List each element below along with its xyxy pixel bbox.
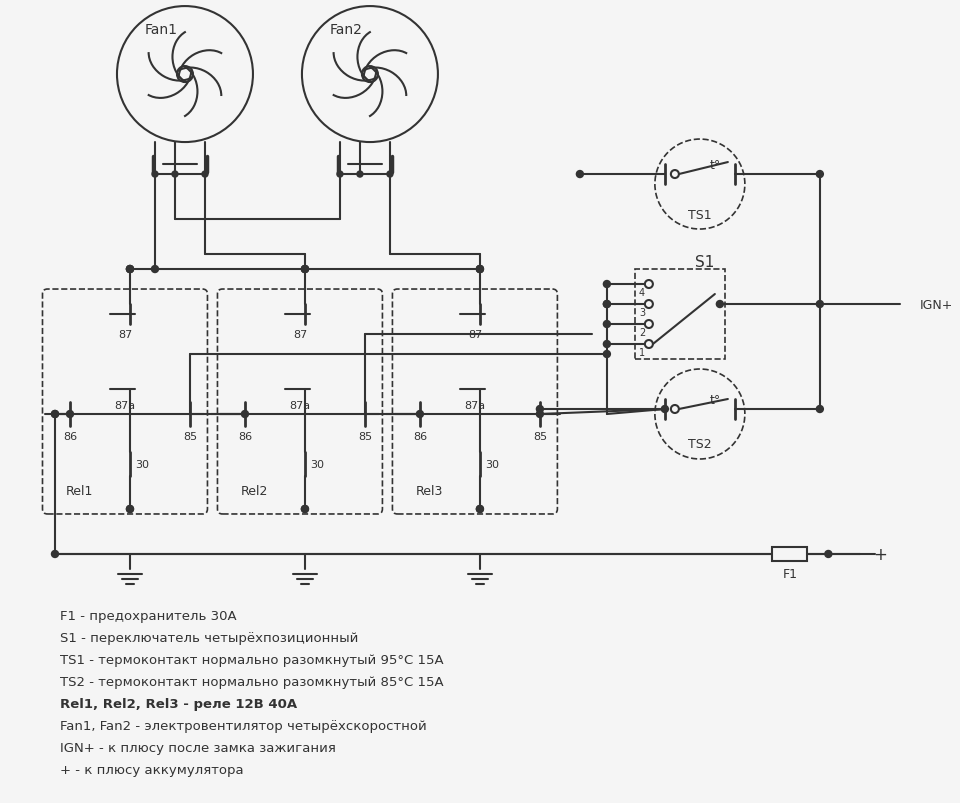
Circle shape	[301, 506, 308, 513]
Circle shape	[387, 172, 393, 177]
Text: 2: 2	[638, 328, 645, 337]
Text: 86: 86	[413, 431, 427, 442]
Text: 86: 86	[238, 431, 252, 442]
Text: 87: 87	[293, 329, 307, 340]
Text: Fan1: Fan1	[145, 23, 178, 37]
Text: IGN+: IGN+	[920, 298, 953, 311]
Text: 87a: 87a	[289, 401, 310, 410]
Circle shape	[604, 341, 611, 348]
Text: t°: t°	[709, 158, 721, 171]
Text: Rel2: Rel2	[240, 485, 268, 498]
Circle shape	[476, 266, 484, 273]
Circle shape	[661, 406, 668, 413]
Circle shape	[576, 171, 584, 178]
Circle shape	[825, 551, 832, 558]
Circle shape	[816, 301, 824, 308]
Circle shape	[172, 172, 178, 177]
Circle shape	[301, 266, 308, 273]
Circle shape	[242, 411, 249, 418]
Circle shape	[645, 320, 653, 328]
Circle shape	[645, 281, 653, 288]
Text: 3: 3	[638, 308, 645, 318]
Text: + - к плюсу аккумулятора: + - к плюсу аккумулятора	[60, 763, 244, 776]
Text: 87: 87	[468, 329, 482, 340]
Text: F1: F1	[782, 568, 798, 581]
Circle shape	[537, 411, 543, 418]
Circle shape	[337, 172, 343, 177]
Text: 85: 85	[358, 431, 372, 442]
Text: IGN+ - к плюсу после замка зажигания: IGN+ - к плюсу после замка зажигания	[60, 741, 336, 754]
Text: 87a: 87a	[465, 401, 486, 410]
Text: 4: 4	[638, 287, 645, 298]
Text: S1: S1	[695, 255, 714, 269]
Text: TS2 - термоконтакт нормально разомкнутый 85°C 15A: TS2 - термоконтакт нормально разомкнутый…	[60, 675, 444, 688]
Circle shape	[301, 266, 308, 273]
Circle shape	[127, 266, 133, 273]
Circle shape	[66, 411, 74, 418]
Circle shape	[52, 411, 59, 418]
Text: 30: 30	[485, 459, 499, 470]
Text: Fan1, Fan2 - электровентилятор четырёхскоростной: Fan1, Fan2 - электровентилятор четырёхск…	[60, 719, 427, 732]
Text: 30: 30	[135, 459, 149, 470]
Circle shape	[816, 171, 824, 178]
Circle shape	[202, 172, 208, 177]
Text: 85: 85	[533, 431, 547, 442]
Circle shape	[152, 172, 158, 177]
Circle shape	[417, 411, 423, 418]
Circle shape	[476, 506, 484, 513]
Circle shape	[127, 506, 133, 513]
Text: Rel1, Rel2, Rel3 - реле 12В 40A: Rel1, Rel2, Rel3 - реле 12В 40A	[60, 697, 297, 710]
Circle shape	[604, 301, 611, 308]
Circle shape	[671, 406, 679, 414]
Text: Rel3: Rel3	[416, 485, 443, 498]
Circle shape	[604, 301, 611, 308]
Text: 30: 30	[310, 459, 324, 470]
Text: 1: 1	[638, 348, 645, 357]
Text: TS1 - термоконтакт нормально разомкнутый 95°C 15A: TS1 - термоконтакт нормально разомкнутый…	[60, 653, 444, 666]
Text: Rel1: Rel1	[65, 485, 93, 498]
Circle shape	[604, 351, 611, 358]
Circle shape	[476, 266, 484, 273]
Circle shape	[476, 266, 484, 273]
Text: TS1: TS1	[688, 208, 711, 222]
Text: 86: 86	[63, 431, 77, 442]
Circle shape	[537, 406, 543, 413]
Circle shape	[127, 266, 133, 273]
Circle shape	[301, 506, 308, 513]
Text: Fan2: Fan2	[330, 23, 363, 37]
Text: S1 - переключатель четырёхпозиционный: S1 - переключатель четырёхпозиционный	[60, 631, 358, 644]
Circle shape	[127, 266, 133, 273]
Text: t°: t°	[709, 393, 721, 406]
Circle shape	[152, 266, 158, 273]
Text: TS2: TS2	[688, 438, 711, 451]
Text: 85: 85	[183, 431, 197, 442]
Circle shape	[476, 506, 484, 513]
Circle shape	[52, 411, 59, 418]
Text: 87: 87	[118, 329, 132, 340]
Circle shape	[127, 506, 133, 513]
Text: +: +	[873, 545, 887, 563]
Circle shape	[52, 551, 59, 558]
Circle shape	[301, 266, 308, 273]
Circle shape	[671, 171, 679, 179]
Circle shape	[645, 340, 653, 349]
Circle shape	[604, 281, 611, 288]
Circle shape	[645, 300, 653, 308]
Circle shape	[357, 172, 363, 177]
Bar	[773, 548, 807, 561]
Circle shape	[716, 301, 724, 308]
Circle shape	[816, 406, 824, 413]
Circle shape	[604, 321, 611, 328]
Text: 87a: 87a	[114, 401, 135, 410]
Text: F1 - предохранитель 30A: F1 - предохранитель 30A	[60, 609, 236, 622]
